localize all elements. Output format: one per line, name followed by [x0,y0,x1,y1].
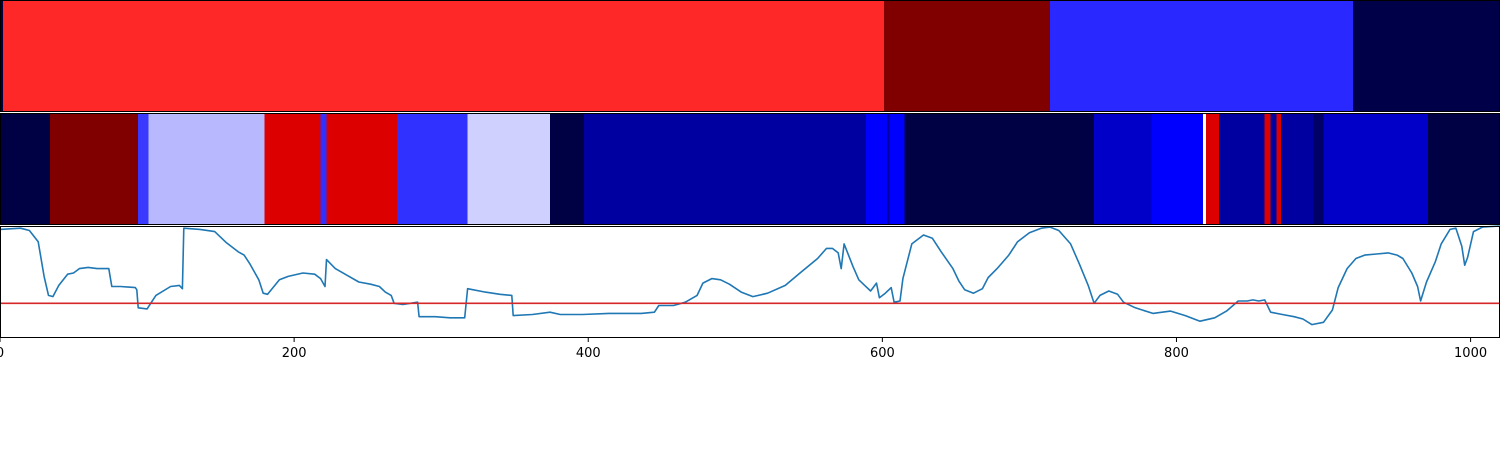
heatmap-segment-2-22 [1276,113,1281,225]
heatmap-segment-2-11 [866,113,887,225]
heatmap-segment-2-23 [1280,113,1314,225]
heatmap-segment-1-0 [0,0,3,112]
heatmap-segment-2-7 [397,113,468,225]
x-tick-label: 200 [282,346,307,361]
heatmap-segment-1-2 [883,0,1050,112]
heatmap-segment-2-14 [904,113,1095,225]
heatmap-segment-2-26 [1427,113,1500,225]
x-tick-label: 400 [576,346,601,361]
heatmap-segment-2-20 [1264,113,1271,225]
heatmap-segment-2-12 [886,113,890,225]
heatmap-segment-2-4 [264,113,321,225]
x-tick-label: 600 [870,346,895,361]
heatmap-segment-2-18 [1205,113,1220,225]
heatmap-segment-1-1 [2,0,884,112]
x-tick-label: 1000 [1454,346,1487,361]
heatmap-strip-middle [0,113,1500,225]
heatmap-segment-2-21 [1270,113,1277,225]
heatmap-segment-2-5 [320,113,327,225]
heatmap-segment-2-25 [1323,113,1428,225]
heatmap-segment-2-6 [326,113,398,225]
heatmap-segment-2-15 [1094,113,1152,225]
x-axis: 0 200 400 600 800 1000 [0,338,1487,361]
heatmap-segment-2-2 [138,113,149,225]
heatmap-segment-2-16 [1151,113,1203,225]
series-line [0,225,1500,326]
x-tick-label: 800 [1164,346,1189,361]
heatmap-segment-2-1 [50,113,139,225]
plot-background [0,226,1500,338]
heatmap-segment-2-17 [1202,113,1206,225]
heatmap-segment-2-0 [0,113,50,225]
heatmap-segment-2-13 [889,113,905,225]
heatmap-strip-top [0,0,1500,112]
heatmap-segment-2-10 [583,113,867,225]
x-tick-label: 0 [0,346,4,361]
line-plot-panel [0,225,1500,338]
heatmap-segment-2-24 [1313,113,1324,225]
heatmap-segment-2-3 [148,113,265,225]
heatmap-segment-2-19 [1219,113,1265,225]
heatmap-segment-2-9 [550,113,584,225]
heatmap-segment-2-8 [467,113,550,225]
heatmap-segment-1-3 [1050,0,1353,112]
heatmap-segment-1-4 [1352,0,1500,112]
